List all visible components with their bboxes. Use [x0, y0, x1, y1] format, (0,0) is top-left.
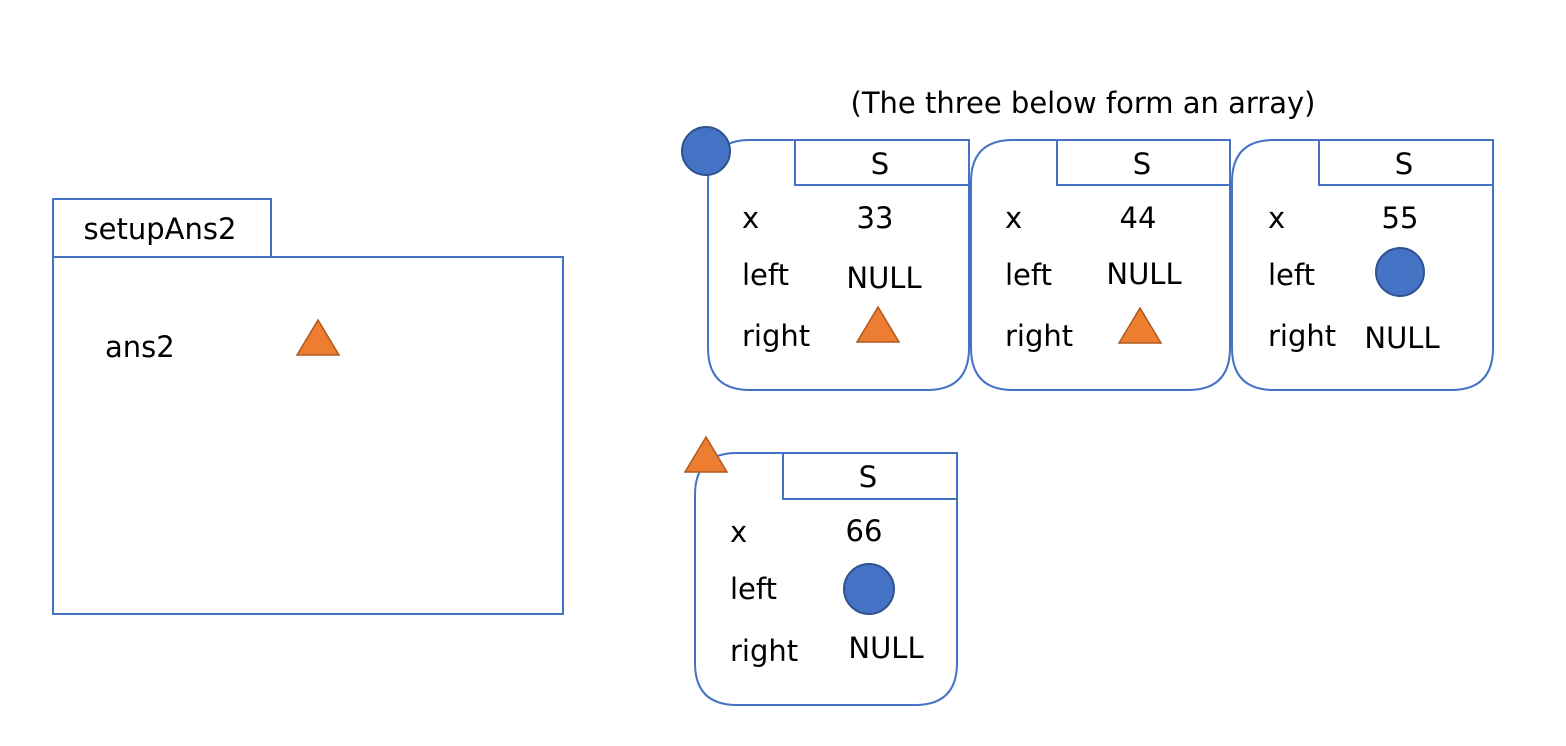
field-value-right: NULL [848, 631, 923, 665]
struct-type-tab [782, 452, 958, 500]
field-value-right: NULL [1364, 321, 1439, 355]
triangle-icon [683, 435, 729, 473]
field-label-left: left [730, 572, 777, 606]
struct-type-label: S [859, 460, 877, 494]
field-label-right: right [1268, 319, 1336, 353]
struct-node: S x 55 left right NULL [1231, 139, 1494, 391]
field-value-x: 44 [1120, 201, 1157, 235]
stack-frame: setupAns2 ans2 [52, 198, 564, 615]
field-value-left: NULL [846, 261, 921, 295]
field-label-left: left [1005, 258, 1052, 292]
triangle-icon [1117, 306, 1163, 344]
field-label-left: left [1268, 258, 1315, 292]
struct-type-label: S [871, 147, 889, 181]
struct-node: S x 44 left NULL right [970, 139, 1231, 391]
field-value-x: 55 [1382, 201, 1419, 235]
circle-icon [843, 563, 895, 615]
triangle-icon [855, 305, 901, 343]
circle-icon [1375, 247, 1425, 297]
frame-body [52, 256, 564, 615]
field-label-right: right [742, 319, 810, 353]
frame-title-tab [52, 198, 272, 258]
field-label-x: x [1268, 201, 1285, 235]
struct-type-label: S [1133, 147, 1151, 181]
field-label-x: x [1005, 201, 1022, 235]
field-label-x: x [730, 515, 747, 549]
field-value-left: NULL [1106, 257, 1181, 291]
struct-box [970, 139, 1231, 391]
field-label-right: right [730, 634, 798, 668]
struct-type-tab [1318, 139, 1494, 186]
field-label-x: x [742, 201, 759, 235]
triangle-icon [295, 318, 341, 356]
field-value-x: 33 [857, 201, 894, 235]
struct-type-tab [794, 139, 970, 186]
struct-node: S x 66 left right NULL [683, 435, 958, 706]
struct-type-tab [1056, 139, 1231, 186]
struct-box [1231, 139, 1494, 391]
frame-var-name: ans2 [105, 330, 175, 364]
field-label-right: right [1005, 319, 1073, 353]
field-label-left: left [742, 258, 789, 292]
field-value-x: 66 [846, 514, 883, 548]
array-caption: (The three below form an array) [851, 86, 1316, 120]
frame-title: setupAns2 [84, 212, 237, 246]
struct-node: S x 33 left NULL right [681, 126, 970, 391]
struct-type-label: S [1395, 147, 1413, 181]
circle-icon [681, 126, 731, 176]
